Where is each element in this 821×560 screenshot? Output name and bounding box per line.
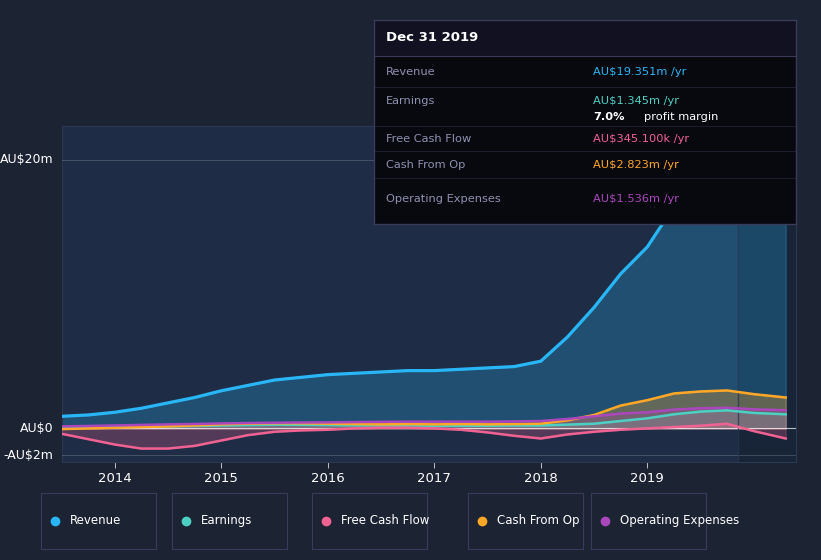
Text: AU$1.345m /yr: AU$1.345m /yr xyxy=(594,96,680,106)
Text: Revenue: Revenue xyxy=(386,67,436,77)
Text: AU$345.100k /yr: AU$345.100k /yr xyxy=(594,134,690,144)
Text: -AU$2m: -AU$2m xyxy=(3,449,53,462)
Text: Operating Expenses: Operating Expenses xyxy=(386,194,501,204)
Text: Operating Expenses: Operating Expenses xyxy=(620,514,739,528)
Text: 7.0%: 7.0% xyxy=(594,111,625,122)
Text: Earnings: Earnings xyxy=(386,96,436,106)
Text: AU$20m: AU$20m xyxy=(0,153,53,166)
Text: Earnings: Earnings xyxy=(201,514,253,528)
Text: profit margin: profit margin xyxy=(644,111,718,122)
Text: Dec 31 2019: Dec 31 2019 xyxy=(386,31,479,44)
Text: AU$0: AU$0 xyxy=(20,422,53,435)
Text: AU$2.823m /yr: AU$2.823m /yr xyxy=(594,160,679,170)
Text: Free Cash Flow: Free Cash Flow xyxy=(386,134,471,144)
Bar xyxy=(738,126,796,462)
FancyBboxPatch shape xyxy=(374,20,796,57)
Text: Revenue: Revenue xyxy=(70,514,122,528)
Text: AU$1.536m /yr: AU$1.536m /yr xyxy=(594,194,680,204)
Text: Cash From Op: Cash From Op xyxy=(386,160,466,170)
Text: Cash From Op: Cash From Op xyxy=(497,514,579,528)
Text: AU$19.351m /yr: AU$19.351m /yr xyxy=(594,67,687,77)
Text: Free Cash Flow: Free Cash Flow xyxy=(341,514,429,528)
